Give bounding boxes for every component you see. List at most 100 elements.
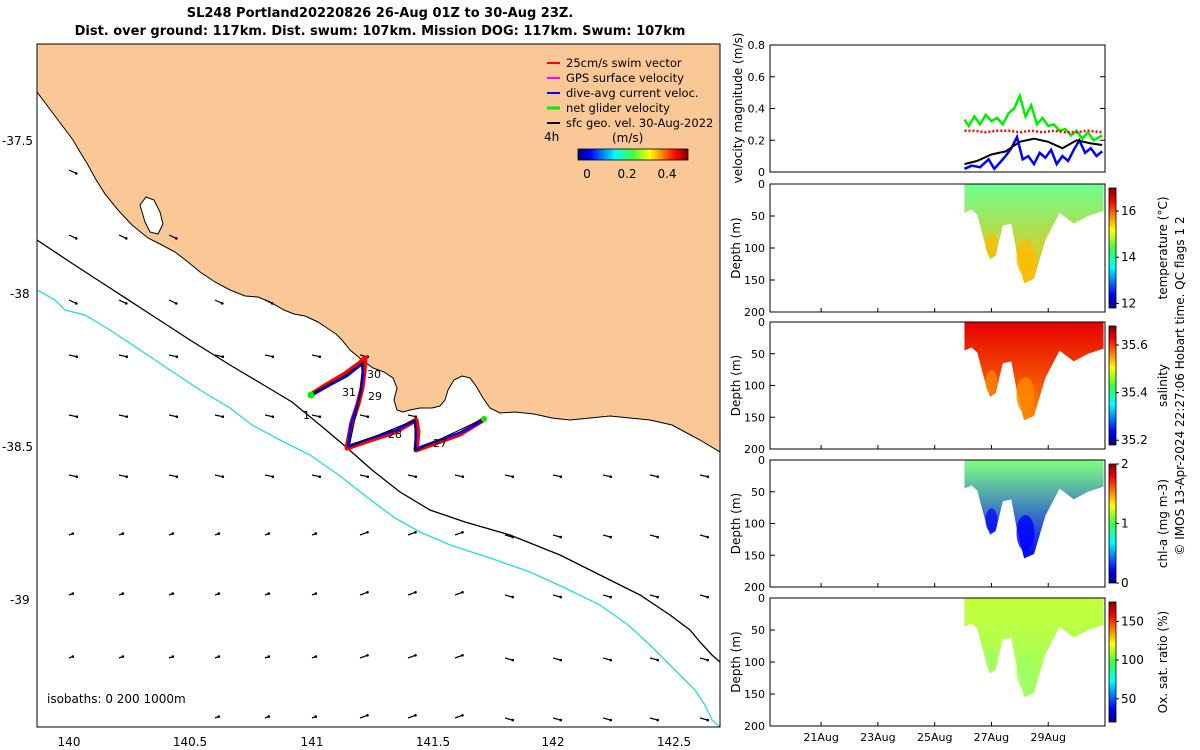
day-label-30: 30 [367, 368, 381, 381]
velocity-ytick-0.8: 0.8 [748, 39, 766, 52]
section-ytick-200: 200 [744, 443, 765, 456]
section-deep-core [985, 508, 998, 533]
geo-velocity-arrow [68, 299, 77, 304]
section-ytick-100: 100 [744, 380, 765, 393]
geo-velocity-arrowhead [706, 658, 709, 662]
colorbar-tick-150: 150 [1121, 614, 1144, 628]
geo-velocity-arrow [504, 657, 513, 661]
section-deep-core [985, 370, 998, 395]
geo-velocity-arrowhead [461, 714, 464, 717]
isobath-label: isobaths: 0 200 1000m [47, 692, 186, 706]
velocity-frame [769, 44, 1106, 173]
geo-velocity-arrowhead [125, 415, 129, 419]
legend-geo: sfc geo. vel. 30-Aug-2022 [566, 116, 713, 130]
geo-velocity-arrowhead [706, 718, 709, 722]
section-panel-1: 0 50 100 150 200 Depth (m) 12 14 16 temperature (… [729, 178, 1170, 319]
geo-velocity-arrowhead [559, 535, 562, 539]
geo-velocity-arrow [264, 354, 273, 358]
legend-net: net glider velocity [566, 101, 670, 115]
geo-velocity-arrow [264, 299, 273, 304]
geo-velocity-arrowhead [414, 415, 418, 419]
geo-velocity-arrow [407, 474, 416, 478]
geo-velocity-arrowhead [175, 415, 179, 419]
geo-velocity-arrowhead [706, 595, 709, 599]
geo-velocity-arrow [118, 474, 127, 478]
map-ytick-38.5: -38.5 [2, 440, 33, 454]
colorbar-tick-0.2: 0.2 [617, 167, 636, 181]
geo-velocity-arrowhead [511, 595, 514, 599]
geo-velocity-arrowhead [461, 591, 464, 594]
colorbar-tick-35.6: 35.6 [1121, 338, 1148, 352]
map-xtick-142: 142 [542, 735, 565, 749]
glider-track-blue [313, 362, 483, 451]
section-ytick-50: 50 [751, 210, 765, 223]
figure-title-line1: SL248 Portland20220826 26-Aug 01Z to 30-… [186, 6, 574, 21]
track-end-marker [307, 391, 315, 399]
geo-velocity-arrowhead [175, 355, 179, 359]
geo-velocity-arrow [454, 474, 463, 478]
geo-velocity-arrow [68, 234, 77, 239]
colorbar-tick-1: 1 [1121, 517, 1129, 531]
geo-velocity-arrowhead [366, 654, 369, 657]
geo-velocity-arrow [68, 474, 77, 478]
geo-velocity-arrowhead [75, 415, 79, 419]
section-deep-core [985, 646, 998, 671]
time-tick-21Aug: 21Aug [803, 731, 838, 744]
geo-velocity-arrowhead [414, 654, 417, 657]
geo-velocity-arrow [407, 654, 416, 659]
geo-velocity-arrow [602, 717, 611, 721]
lake-feature [139, 196, 164, 235]
geo-velocity-arrow [699, 474, 708, 478]
geo-velocity-arrowhead [314, 592, 318, 595]
map-xtick-141: 141 [301, 735, 324, 749]
geo-velocity-arrowhead [656, 475, 660, 479]
geo-velocity-arrow [68, 354, 77, 358]
geo-velocity-arrow [214, 354, 223, 358]
velocity-ytick-0.2: 0.2 [748, 134, 766, 147]
geo-velocity-arrowhead [125, 475, 129, 479]
geo-velocity-arrow [602, 534, 611, 538]
time-tick-29Aug: 29Aug [1030, 731, 1065, 744]
geo-velocity-arrowhead [75, 475, 79, 479]
geo-velocity-arrowhead [75, 355, 79, 359]
track-start-marker [481, 416, 487, 422]
speed-colorbar [577, 148, 689, 161]
section-colorbar [1108, 187, 1117, 309]
section-ytick-100: 100 [744, 518, 765, 531]
geo-velocity-arrow [552, 474, 561, 478]
velocity-y-ticks: 0 0.2 0.4 0.6 0.8 [748, 39, 1105, 179]
geo-velocity-arrowhead [217, 655, 221, 658]
section-ytick-200: 200 [744, 306, 765, 319]
geo-velocity-arrowhead [318, 355, 322, 359]
geo-velocity-arrow [168, 234, 177, 239]
geo-velocity-arrow [407, 591, 416, 596]
geo-velocity-arrowhead [656, 658, 659, 662]
time-axis-labels: 21Aug 23Aug 25Aug 27Aug 29Aug [803, 731, 1066, 744]
section-deep-core [985, 232, 998, 257]
geo-velocity-arrow [602, 474, 611, 478]
section-panel-2: 0 50 100 150 200 Depth (m) 35.2 35.4 35.6 salinit… [729, 316, 1170, 456]
geo-velocity-arrowhead [217, 592, 221, 595]
geo-velocity-arrowhead [511, 658, 514, 662]
section-deep-core [1016, 653, 1035, 690]
section-ytick-150: 150 [744, 274, 765, 287]
geo-velocity-arrowhead [271, 475, 275, 479]
geo-velocity-arrowhead [267, 532, 271, 535]
geo-velocity-arrowhead [318, 475, 322, 479]
geo-velocity-arrowhead [366, 475, 370, 479]
geo-velocity-arrowhead [511, 718, 514, 722]
geo-velocity-arrowhead [75, 237, 78, 240]
section-data-fill [964, 460, 1104, 559]
geo-velocity-arrowhead [559, 595, 562, 599]
geo-velocity-arrowhead [171, 592, 175, 595]
geo-velocity-arrowhead [609, 718, 612, 722]
colorbar-tick-100: 100 [1121, 653, 1144, 667]
velocity-series [963, 92, 1103, 171]
section-ytick-100: 100 [744, 656, 765, 669]
section-data-fill [964, 322, 1104, 421]
geo-velocity-arrowhead [171, 655, 175, 658]
land-mass [37, 44, 720, 453]
geo-velocity-arrowhead [75, 172, 78, 175]
geo-velocity-arrowhead [175, 237, 178, 240]
